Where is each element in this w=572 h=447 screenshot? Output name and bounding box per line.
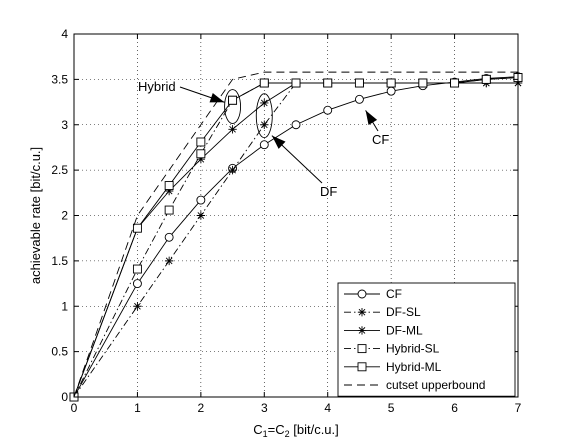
data-point-square <box>132 264 142 274</box>
ticks: 0 1 2 3 4 5 6 7 0 0.5 1 1.5 2 2.5 3 3.5 4 <box>51 27 521 415</box>
annotation-cf-label: CF <box>372 132 389 147</box>
data-point-star <box>133 302 142 311</box>
x-axis-label-c1: C <box>253 422 262 437</box>
x-tick-label: 6 <box>451 401 458 415</box>
x-tick-label: 7 <box>515 401 522 415</box>
data-point-star <box>228 125 237 134</box>
x-tick-label: 0 <box>71 401 78 415</box>
y-tick-label: 3.5 <box>51 72 68 86</box>
data-point-square <box>196 149 206 159</box>
annotation-df-arrow-head <box>271 135 286 149</box>
data-point-star <box>228 165 237 175</box>
data-point-square <box>386 78 396 88</box>
x-axis-label-sub2: 2 <box>285 429 290 439</box>
y-tick-label: 0.5 <box>51 345 68 359</box>
legend-item: CF <box>344 287 402 301</box>
legend-swatch-marker <box>357 289 367 299</box>
data-point-star <box>164 186 174 196</box>
data-point-circle <box>323 105 333 115</box>
legend-label: Hybrid-ML <box>386 360 442 374</box>
data-point-square <box>291 78 301 88</box>
legend-label: cutset upperbound <box>386 378 485 392</box>
legend-label: CF <box>386 287 402 301</box>
series-layer <box>69 71 523 402</box>
data-point-square <box>164 205 174 215</box>
data-point-square <box>196 137 206 147</box>
annotations: Hybrid CF DF <box>138 79 389 199</box>
annotation-hybrid-arrow-head <box>209 92 225 103</box>
data-point-circle <box>132 279 142 289</box>
x-tick-label: 4 <box>324 401 331 415</box>
y-tick-label: 2 <box>61 209 68 223</box>
data-point-square <box>481 74 491 84</box>
legend-item: Hybrid-ML <box>344 360 442 374</box>
series-line <box>73 71 518 398</box>
data-point-square <box>450 78 460 88</box>
y-tick-label: 1 <box>61 299 68 313</box>
legend-label: Hybrid-SL <box>386 342 440 356</box>
legend-label: DF-ML <box>386 323 423 337</box>
data-point-star <box>164 256 174 266</box>
data-point-circle <box>354 94 364 104</box>
y-tick-label: 2.5 <box>51 163 68 177</box>
legend-item: cutset upperbound <box>344 378 485 392</box>
legend-item: DF-SL <box>344 305 421 319</box>
y-tick-label: 3 <box>61 118 68 132</box>
data-point-square <box>132 223 142 233</box>
hybrid-ellipse <box>224 89 242 125</box>
y-tick-label: 1.5 <box>51 254 68 268</box>
legend-swatch-marker <box>357 326 367 335</box>
annotation-cf-arrow-head <box>365 110 378 125</box>
legend-box <box>337 282 516 397</box>
x-tick-label: 3 <box>261 401 268 415</box>
x-tick-label: 2 <box>198 401 205 415</box>
data-point-square <box>259 78 269 88</box>
data-point-circle <box>196 195 206 205</box>
legend-swatch-marker <box>357 362 367 372</box>
x-tick-label: 5 <box>388 401 395 415</box>
legend-item: Hybrid-SL <box>344 342 440 356</box>
data-point-circle <box>164 232 174 242</box>
y-tick-label: 4 <box>61 27 68 41</box>
data-point-star <box>196 211 206 220</box>
data-point-star <box>260 120 269 129</box>
data-point-circle <box>259 140 269 150</box>
legend-swatch-marker <box>357 344 367 354</box>
legend-swatch-marker <box>357 308 367 317</box>
x-tick-label: 1 <box>134 401 141 415</box>
data-point-square <box>418 78 428 88</box>
series-5 <box>73 71 518 398</box>
data-point-square <box>228 95 238 105</box>
y-axis-label: achievable rate [bit/c.u.] <box>28 147 43 284</box>
x-axis-label: C1=C2 [bit/c.u.] <box>253 422 339 439</box>
df-ellipse <box>255 93 273 139</box>
data-point-square <box>164 181 174 191</box>
x-axis-label-eq: =C <box>268 422 285 437</box>
data-point-square <box>323 78 333 88</box>
y-tick-label: 0 <box>61 390 68 404</box>
legend: CF DF-SL DF-ML Hybrid-SL Hybrid-ML cutset upp… <box>337 282 516 397</box>
x-axis-label-sub1: 1 <box>263 429 268 439</box>
annotation-df-label: DF <box>320 184 337 199</box>
data-point-circle <box>291 120 301 130</box>
annotation-hybrid-label: Hybrid <box>138 79 176 94</box>
data-point-square <box>354 78 364 88</box>
data-point-star <box>196 155 206 164</box>
data-point-circle <box>386 86 396 96</box>
data-point-star <box>260 98 269 108</box>
x-axis-label-units: [bit/c.u.] <box>290 422 339 437</box>
legend-label: DF-SL <box>386 305 421 319</box>
legend-item: DF-ML <box>344 323 423 337</box>
series-line <box>73 77 519 398</box>
